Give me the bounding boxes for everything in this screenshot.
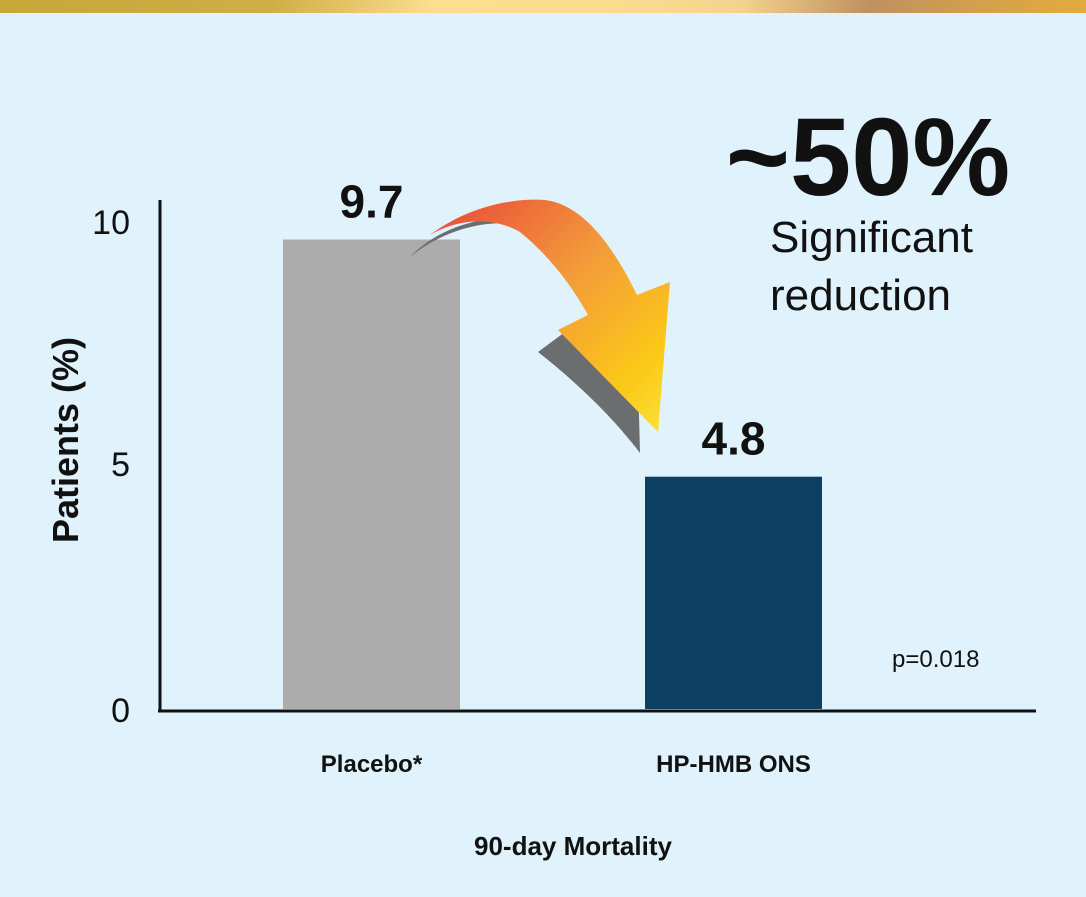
data-label-0: 9.7 xyxy=(340,176,404,228)
y-tick-label: 0 xyxy=(111,692,130,730)
reduction-line1: Significant xyxy=(770,213,973,262)
p-value: p=0.018 xyxy=(892,646,979,673)
reduction-line2: reduction xyxy=(770,271,951,320)
curved-arrow xyxy=(430,199,670,432)
category-label-1: HP-HMB ONS xyxy=(656,751,811,778)
data-label-1: 4.8 xyxy=(702,413,766,465)
top-gold-banner xyxy=(0,0,1086,13)
y-axis-title: Patients (%) xyxy=(45,337,86,543)
category-label-0: Placebo* xyxy=(321,751,423,778)
y-tick-label: 10 xyxy=(92,204,130,242)
y-tick-label: 5 xyxy=(111,446,130,484)
bar-0 xyxy=(283,239,460,709)
x-axis-title: 90-day Mortality xyxy=(474,831,672,861)
reduction-headline: ~50% xyxy=(726,96,1010,219)
bar-1 xyxy=(645,476,822,709)
